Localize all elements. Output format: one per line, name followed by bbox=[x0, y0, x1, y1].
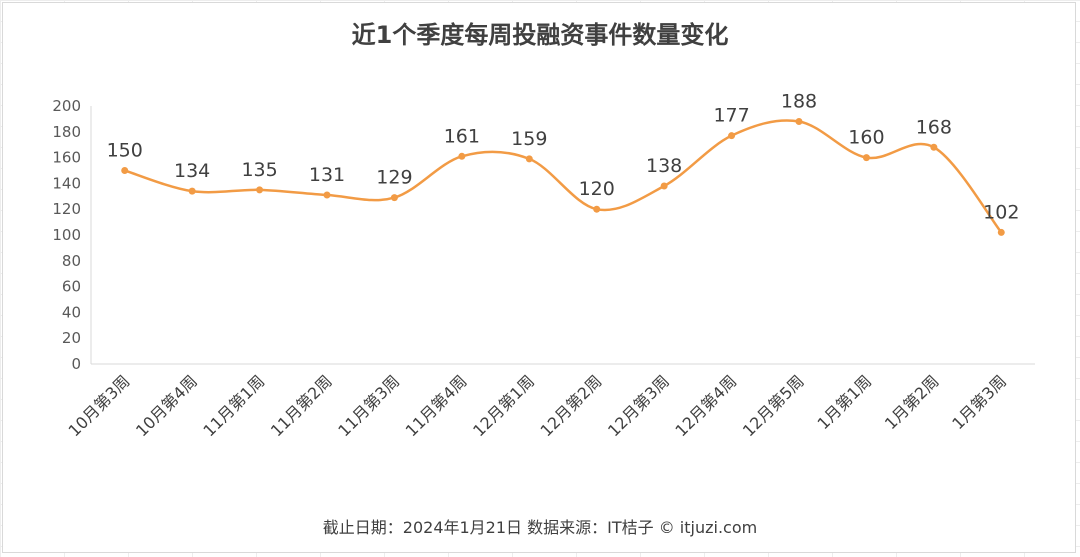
data-point bbox=[728, 132, 736, 140]
x-tick-label: 11月第4周 bbox=[402, 371, 471, 440]
x-tick-label: 12月第1周 bbox=[469, 371, 538, 440]
data-point bbox=[188, 187, 196, 195]
data-point bbox=[997, 228, 1005, 236]
y-tick-label: 20 bbox=[62, 329, 81, 347]
x-tick-label: 1月第2周 bbox=[881, 371, 943, 433]
y-tick-label: 100 bbox=[52, 226, 81, 244]
y-tick-label: 0 bbox=[71, 355, 81, 373]
x-tick-label: 10月第4周 bbox=[132, 371, 201, 440]
y-tick-label: 120 bbox=[52, 200, 81, 218]
x-tick-label: 12月第3周 bbox=[604, 371, 673, 440]
x-tick-label: 12月第2周 bbox=[537, 371, 606, 440]
data-label: 161 bbox=[444, 125, 480, 147]
data-label: 138 bbox=[646, 155, 682, 177]
y-tick-label: 180 bbox=[52, 123, 81, 141]
chart-title: 近1个季度每周投融资事件数量变化 bbox=[351, 21, 729, 49]
data-point bbox=[525, 155, 533, 163]
data-point bbox=[660, 182, 668, 190]
line-chart: 02040608010012014016018020010月第3周10月第4周1… bbox=[52, 90, 1035, 440]
data-label: 129 bbox=[376, 167, 412, 189]
data-label: 131 bbox=[309, 164, 345, 186]
x-tick-label: 1月第3周 bbox=[948, 371, 1010, 433]
data-point bbox=[121, 167, 129, 174]
data-point bbox=[390, 194, 398, 202]
x-tick-label: 10月第3周 bbox=[65, 371, 134, 440]
y-tick-label: 40 bbox=[62, 303, 81, 321]
x-tick-label: 11月第2周 bbox=[267, 371, 336, 440]
data-label: 102 bbox=[983, 201, 1019, 223]
data-label: 120 bbox=[579, 178, 615, 200]
data-label: 135 bbox=[241, 159, 277, 181]
data-label: 159 bbox=[511, 128, 547, 150]
data-label: 177 bbox=[713, 105, 749, 127]
x-tick-label: 12月第5周 bbox=[739, 371, 808, 440]
x-tick-label: 11月第1周 bbox=[199, 371, 268, 440]
footer-source: 截止日期：2024年1月21日 数据来源：IT桔子 © itjuzi.com bbox=[322, 518, 758, 537]
y-tick-label: 200 bbox=[52, 97, 81, 115]
y-tick-label: 140 bbox=[52, 174, 81, 192]
data-point bbox=[862, 154, 870, 162]
data-point bbox=[323, 191, 331, 199]
data-label: 150 bbox=[107, 140, 143, 162]
x-tick-label: 1月第1周 bbox=[813, 371, 875, 433]
data-label: 134 bbox=[174, 160, 210, 182]
data-point bbox=[593, 205, 601, 213]
y-tick-label: 80 bbox=[62, 252, 81, 270]
data-point bbox=[930, 143, 938, 151]
data-label: 188 bbox=[781, 90, 817, 112]
y-tick-label: 160 bbox=[52, 149, 81, 167]
y-tick-label: 60 bbox=[62, 278, 81, 296]
data-label: 168 bbox=[916, 116, 952, 138]
data-point bbox=[795, 117, 803, 125]
data-point bbox=[256, 186, 264, 194]
x-tick-label: 11月第3周 bbox=[334, 371, 403, 440]
x-tick-label: 12月第4周 bbox=[671, 371, 740, 440]
data-point bbox=[458, 152, 466, 160]
data-label: 160 bbox=[848, 127, 884, 149]
